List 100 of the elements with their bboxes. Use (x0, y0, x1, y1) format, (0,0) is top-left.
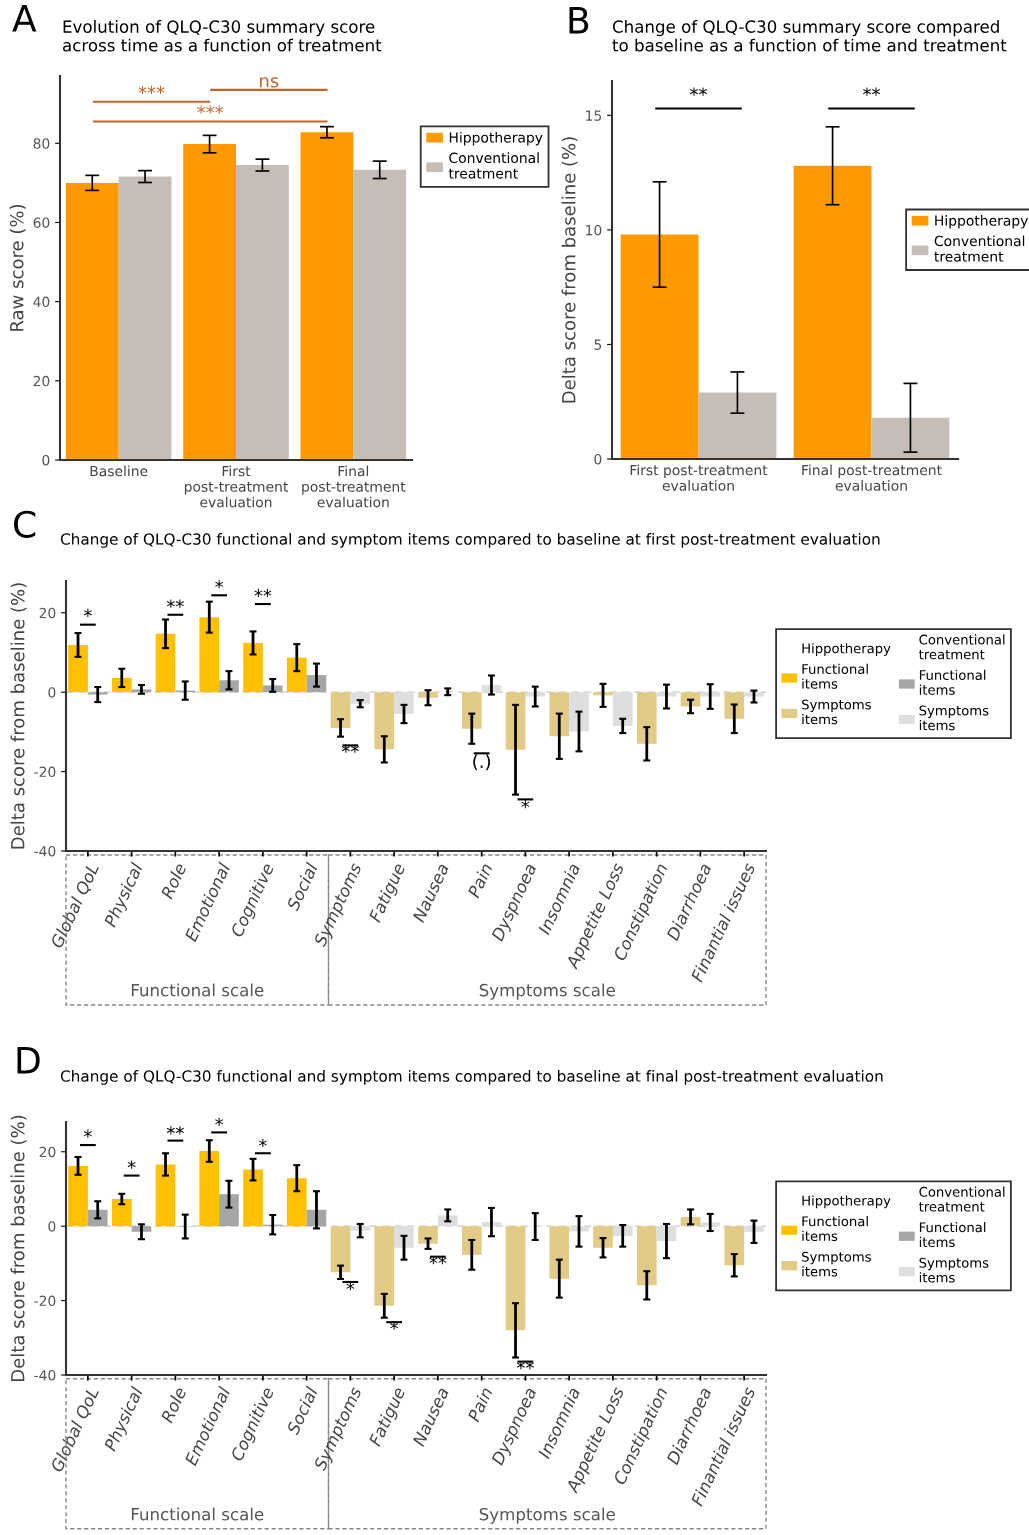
bar (871, 417, 950, 459)
y-tick-label: 15 (586, 110, 602, 121)
bar (620, 234, 699, 459)
x-tick-label: Role (160, 1386, 187, 1424)
bar (68, 1165, 88, 1227)
text: Hippotherapy (802, 643, 891, 656)
bar (330, 1226, 351, 1273)
legend-label: Functional items (919, 1222, 986, 1248)
text: Hippotherapy (802, 1195, 891, 1209)
y-tick-label: 60 (33, 217, 50, 228)
bar (286, 657, 307, 693)
bar (418, 1226, 438, 1244)
y-tick-label: 0 (42, 454, 50, 466)
annotation: * (521, 800, 530, 809)
y-tick-label: 40 (33, 296, 50, 308)
annotation: ** (516, 1361, 534, 1370)
bar (183, 144, 236, 460)
bar (461, 692, 482, 729)
bar (65, 182, 119, 460)
annotation: * (127, 1160, 136, 1169)
legend-label: Symptoms items (919, 1257, 989, 1283)
bar (374, 692, 395, 750)
legend-label: Symptoms items (802, 1251, 871, 1277)
x-tick-label: Baseline (90, 465, 148, 477)
annotation: * (258, 1138, 267, 1148)
text: Conventional treatment (918, 634, 1005, 660)
y-tick-label: 20 (39, 1146, 56, 1158)
annotation: *** (197, 105, 224, 114)
legend-label: Hippotherapy (935, 215, 1028, 229)
annotation: ** (690, 87, 707, 96)
y-tick-label: 0 (594, 453, 602, 465)
bar (243, 1169, 263, 1227)
annotation: * (83, 608, 92, 617)
bar (199, 617, 220, 693)
chart-title: Change of QLQ-C30 functional and symptom items compared to baseline at final post-treatment evaluation (60, 1070, 883, 1085)
bar (793, 165, 872, 459)
bar (698, 392, 777, 459)
x-tick-label: Role (160, 862, 187, 900)
y-tick-label: 20 (33, 375, 50, 387)
bar (549, 692, 570, 737)
legend-label: Functional items (802, 663, 868, 689)
annotation: * (346, 1282, 355, 1291)
legend-label: Functional items (919, 669, 986, 695)
chart-subtitle: C (14, 510, 36, 538)
chart-title: Change of QLQ-C30 functional and symptom items compared to baseline at first post-treatment evaluation (60, 533, 880, 548)
bar (111, 1199, 132, 1227)
legend-label: Conventional treatment (934, 235, 1025, 262)
bar (155, 1164, 176, 1227)
y-tick-label: -40 (34, 1369, 56, 1381)
bar (593, 1226, 613, 1248)
y-tick-label: -20 (34, 766, 56, 778)
bar (724, 1226, 745, 1266)
text: Functional scale (131, 983, 264, 997)
bar (243, 642, 263, 693)
bar (418, 692, 438, 698)
x-tick-label: First post-treatment evaluation (184, 465, 289, 508)
annotation: ** (166, 1126, 184, 1135)
annotation: *** (138, 85, 165, 95)
annotation: ** (341, 744, 359, 753)
legend-label: Conventional treatment (448, 152, 539, 179)
chart-subtitle: B (569, 7, 589, 34)
bar (330, 692, 351, 728)
y-tick-label: 0 (48, 687, 56, 698)
text: Conventional treatment (918, 1186, 1005, 1212)
bar (549, 1226, 570, 1279)
bar (636, 1226, 657, 1286)
annotation: * (83, 1129, 92, 1138)
bar (286, 1178, 307, 1227)
x-tick-label: Pain (466, 1386, 493, 1423)
bar (636, 692, 657, 744)
y-axis-title: Delta score from baseline (%) (10, 1115, 27, 1381)
bar (300, 132, 354, 460)
text: Symptoms scale (479, 983, 615, 1000)
bar (118, 176, 172, 460)
y-tick-label: 80 (33, 138, 50, 149)
y-tick-label: -40 (34, 845, 56, 857)
annotation: (.) (473, 754, 490, 771)
x-tick-label: Pain (466, 862, 493, 899)
y-tick-label: 5 (594, 339, 602, 350)
bar (461, 1226, 482, 1255)
annotation: ** (254, 588, 272, 598)
bar (353, 169, 407, 460)
x-tick-label: First post-treatment evaluation (630, 464, 768, 491)
chart-subtitle: D (17, 1047, 40, 1074)
bar (219, 1194, 239, 1227)
legend-label: Symptoms items (802, 699, 871, 725)
chart-title: Change of QLQ-C30 summary score compared to baseline as a function of time and treatment (612, 20, 1007, 52)
annotation: ** (429, 1256, 447, 1265)
annotation: ns (260, 77, 279, 88)
bar (155, 633, 176, 693)
annotation: ** (166, 599, 184, 608)
x-tick-label: Final post-treatment evaluation (302, 465, 406, 508)
chart-subtitle: A (12, 5, 37, 32)
bar (199, 1151, 220, 1227)
chart-title: Evolution of QLQ-C30 summary score across time as a function of treatment (63, 20, 382, 52)
annotation: * (215, 580, 224, 589)
text: Functional scale (131, 1507, 264, 1521)
annotation: ** (863, 87, 880, 96)
y-axis-title: Raw score (%) (9, 204, 26, 331)
legend-label: Functional items (802, 1216, 868, 1242)
